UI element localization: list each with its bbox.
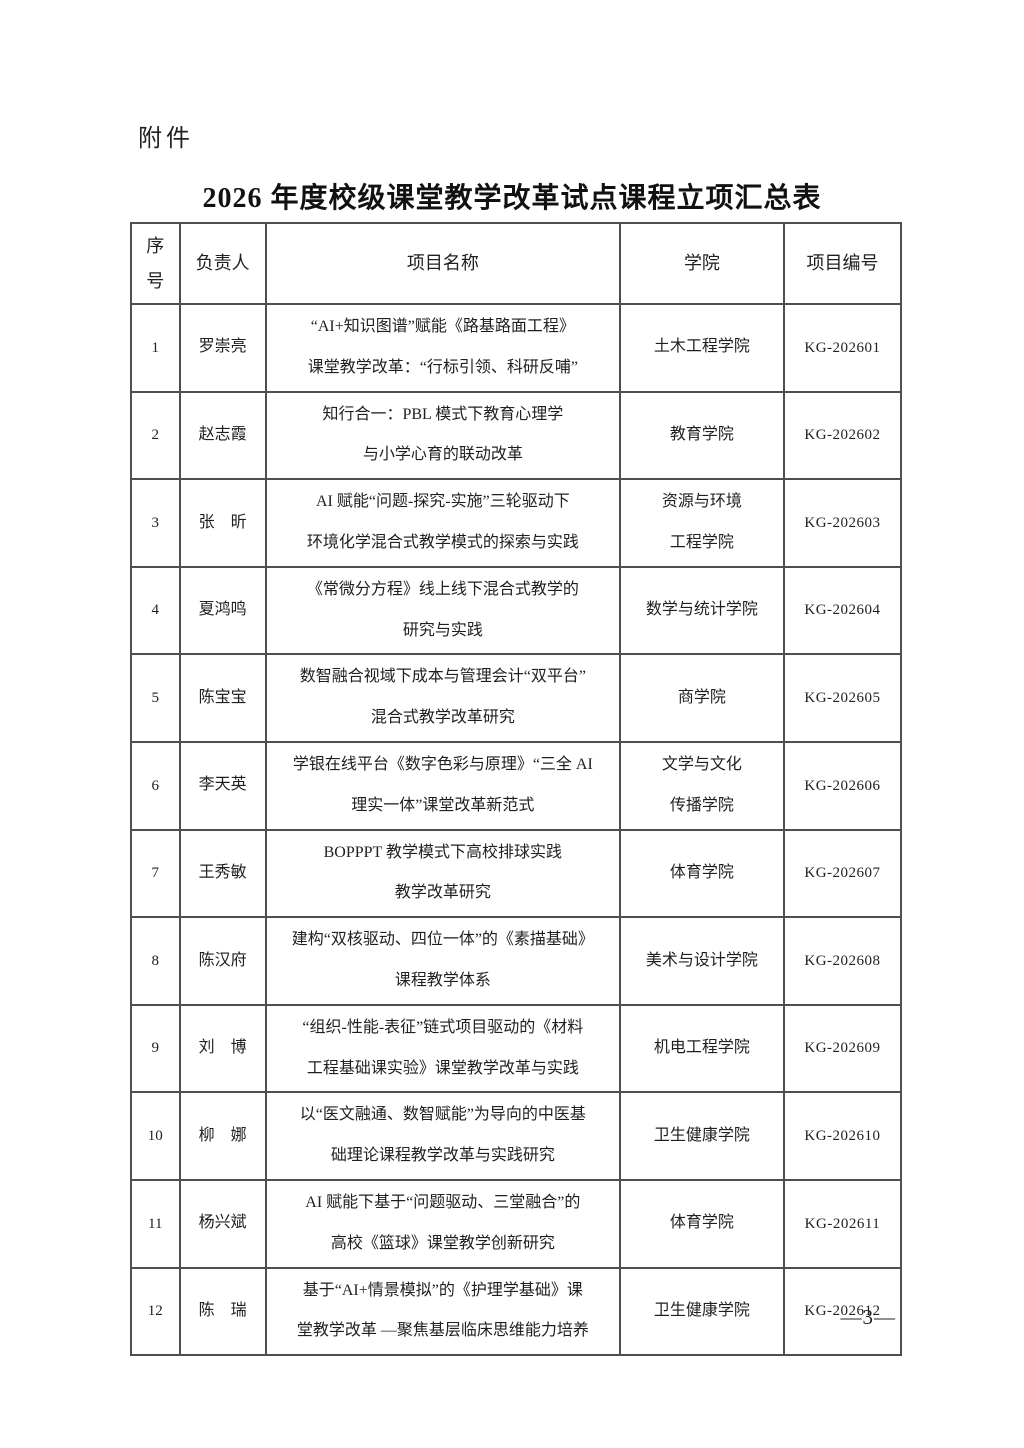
table-row: 6 李天英 学银在线平台《数字色彩与原理》“三全 AI 理实一体”课堂改革新范式… [130,740,903,831]
table-row: 1 罗崇亮 “AI+知识图谱”赋能《路基路面工程》 课堂教学改革：“行标引领、科… [130,303,903,393]
cell-no: 2 [130,390,181,481]
table-row: 5 陈宝宝 数智融合视域下成本与管理会计“双平台” 混合式教学改革研究 商学院 … [130,653,903,743]
cell-code: KG-202602 [782,390,903,481]
cell-code: KG-202612 [782,1266,903,1357]
table-row: 10 柳 娜 以“医文融通、数智赋能”为导向的中医基 础理论课程教学改革与实践研… [130,1091,903,1181]
cell-no: 12 [130,1266,181,1357]
cell-no: 11 [130,1178,181,1269]
table-header-row: 序 号 负责人 项目名称 学院 项目编号 [130,222,903,305]
cell-leader: 杨兴斌 [178,1178,267,1269]
cell-college: 数学与统计学院 [618,565,785,656]
cell-project: 数智融合视域下成本与管理会计“双平台” 混合式教学改革研究 [264,653,621,743]
table-row: 9 刘 博 “组织-性能-表征”链式项目驱动的《材料 工程基础课实验》课堂教学改… [130,1003,903,1094]
page-title: 2026 年度校级课堂教学改革试点课程立项汇总表 [202,183,822,214]
cell-college: 美术与设计学院 [618,916,785,1006]
cell-no: 1 [130,303,181,393]
cell-leader: 柳 娜 [178,1091,267,1181]
cell-project: “AI+知识图谱”赋能《路基路面工程》 课堂教学改革：“行标引领、科研反哺” [264,303,621,393]
cell-leader: 罗崇亮 [178,303,267,393]
attachment-label: 附件 [138,126,194,152]
cell-project: BOPPPT 教学模式下高校排球实践 教学改革研究 [264,828,621,919]
page-number: —3— [840,1305,896,1329]
cell-code: KG-202608 [782,916,903,1006]
cell-code: KG-202603 [782,478,903,568]
cell-project: “组织-性能-表征”链式项目驱动的《材料 工程基础课实验》课堂教学改革与实践 [264,1003,621,1094]
header-leader: 负责人 [178,222,267,305]
cell-no: 10 [130,1091,181,1181]
cell-leader: 夏鸿鸣 [178,565,267,656]
header-no: 序 号 [130,222,181,305]
cell-code: KG-202611 [782,1178,903,1269]
cell-leader: 李天英 [178,740,267,831]
table-row: 3 张 昕 AI 赋能“问题-探究-实施”三轮驱动下 环境化学混合式教学模式的探… [130,478,903,568]
cell-leader: 陈汉府 [178,916,267,1006]
table-row: 4 夏鸿鸣 《常微分方程》线上线下混合式教学的 研究与实践 数学与统计学院 KG… [130,565,903,656]
cell-project: AI 赋能下基于“问题驱动、三堂融合”的 高校《篮球》课堂教学创新研究 [264,1178,621,1269]
cell-college: 资源与环境 工程学院 [618,478,785,568]
cell-leader: 张 昕 [178,478,267,568]
project-summary-table: 序 号 负责人 项目名称 学院 项目编号 1 罗崇亮 “AI+知识图谱”赋能《路… [130,222,903,1357]
cell-project: 学银在线平台《数字色彩与原理》“三全 AI 理实一体”课堂改革新范式 [264,740,621,831]
header-code: 项目编号 [782,222,903,305]
table-row: 7 王秀敏 BOPPPT 教学模式下高校排球实践 教学改革研究 体育学院 KG-… [130,828,903,919]
cell-project: AI 赋能“问题-探究-实施”三轮驱动下 环境化学混合式教学模式的探索与实践 [264,478,621,568]
cell-no: 4 [130,565,181,656]
cell-no: 3 [130,478,181,568]
cell-college: 教育学院 [618,390,785,481]
cell-no: 8 [130,916,181,1006]
cell-college: 机电工程学院 [618,1003,785,1094]
cell-code: KG-202601 [782,303,903,393]
cell-code: KG-202604 [782,565,903,656]
cell-project: 基于“AI+情景模拟”的《护理学基础》课 堂教学改革 —聚焦基层临床思维能力培养 [264,1266,621,1357]
cell-college: 卫生健康学院 [618,1266,785,1357]
cell-leader: 王秀敏 [178,828,267,919]
cell-leader: 陈 瑞 [178,1266,267,1357]
cell-no: 6 [130,740,181,831]
table-row: 8 陈汉府 建构“双核驱动、四位一体”的《素描基础》 课程教学体系 美术与设计学… [130,916,903,1006]
header-college: 学院 [618,222,785,305]
cell-college: 体育学院 [618,1178,785,1269]
cell-college: 土木工程学院 [618,303,785,393]
header-project: 项目名称 [264,222,621,305]
cell-leader: 刘 博 [178,1003,267,1094]
cell-leader: 陈宝宝 [178,653,267,743]
cell-college: 商学院 [618,653,785,743]
cell-project: 建构“双核驱动、四位一体”的《素描基础》 课程教学体系 [264,916,621,1006]
cell-no: 7 [130,828,181,919]
cell-code: KG-202609 [782,1003,903,1094]
cell-no: 5 [130,653,181,743]
table-row: 12 陈 瑞 基于“AI+情景模拟”的《护理学基础》课 堂教学改革 —聚焦基层临… [130,1266,903,1357]
cell-leader: 赵志霞 [178,390,267,481]
cell-code: KG-202605 [782,653,903,743]
cell-project: 知行合一：PBL 模式下教育心理学 与小学心育的联动改革 [264,390,621,481]
table-row: 11 杨兴斌 AI 赋能下基于“问题驱动、三堂融合”的 高校《篮球》课堂教学创新… [130,1178,903,1269]
cell-college: 体育学院 [618,828,785,919]
cell-code: KG-202610 [782,1091,903,1181]
cell-code: KG-202607 [782,828,903,919]
cell-college: 文学与文化 传播学院 [618,740,785,831]
cell-project: 《常微分方程》线上线下混合式教学的 研究与实践 [264,565,621,656]
cell-code: KG-202606 [782,740,903,831]
cell-project: 以“医文融通、数智赋能”为导向的中医基 础理论课程教学改革与实践研究 [264,1091,621,1181]
table-row: 2 赵志霞 知行合一：PBL 模式下教育心理学 与小学心育的联动改革 教育学院 … [130,390,903,481]
cell-college: 卫生健康学院 [618,1091,785,1181]
cell-no: 9 [130,1003,181,1094]
